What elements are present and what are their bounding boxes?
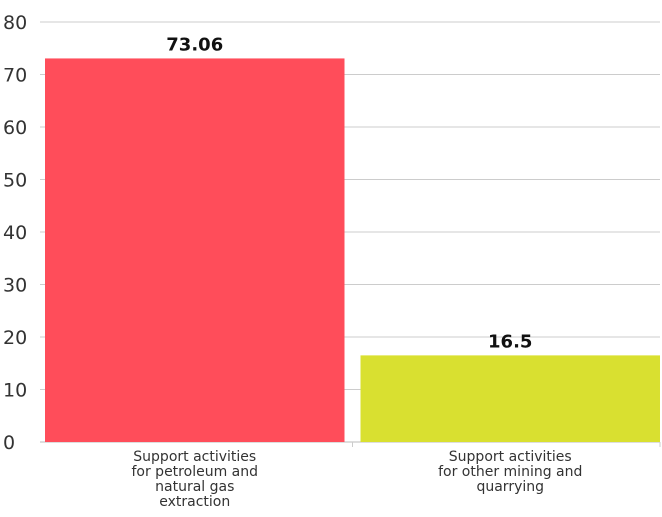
y-tick-label-0: 0 (3, 432, 15, 454)
y-tick-label-20: 20 (3, 327, 27, 349)
x-axis-category-labels: Support activities for petroleum and natur… (131, 449, 582, 510)
data-labels: 73.06 16.5 (166, 34, 532, 352)
y-tick-label-10: 10 (3, 380, 27, 402)
bar-1[interactable] (45, 58, 345, 443)
category-label-2: Support activities for other mining and qu… (438, 449, 582, 495)
data-label-1: 73.06 (166, 34, 223, 55)
y-tick-label-30: 30 (3, 275, 27, 297)
data-label-2: 16.5 (488, 331, 532, 352)
y-tick-label-80: 80 (3, 12, 27, 34)
y-tick-label-60: 60 (3, 117, 27, 139)
bars (45, 58, 661, 443)
y-tick-label-70: 70 (3, 65, 27, 87)
y-axis-ticks: 0 10 20 30 40 50 60 70 80 (3, 12, 27, 454)
category-label-1: Support activities for petroleum and natur… (131, 449, 258, 510)
y-tick-label-50: 50 (3, 170, 27, 192)
y-tick-label-40: 40 (3, 222, 27, 244)
bar-2[interactable] (360, 355, 661, 442)
